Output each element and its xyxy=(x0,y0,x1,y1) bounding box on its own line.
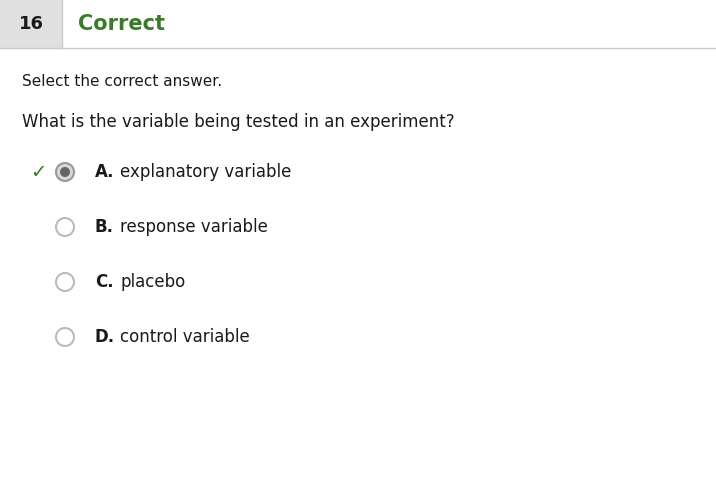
Text: placebo: placebo xyxy=(120,273,185,291)
Text: What is the variable being tested in an experiment?: What is the variable being tested in an … xyxy=(22,113,455,131)
Circle shape xyxy=(56,328,74,346)
Text: C.: C. xyxy=(95,273,114,291)
Text: control variable: control variable xyxy=(120,328,250,346)
Bar xyxy=(0,0,62,48)
Text: D.: D. xyxy=(95,328,115,346)
Text: ✓: ✓ xyxy=(30,162,47,182)
Text: A.: A. xyxy=(95,163,115,181)
Text: 16: 16 xyxy=(19,15,44,33)
Circle shape xyxy=(56,218,74,236)
Text: B.: B. xyxy=(95,218,114,236)
Text: Correct: Correct xyxy=(78,14,165,34)
Text: explanatory variable: explanatory variable xyxy=(120,163,291,181)
Text: Select the correct answer.: Select the correct answer. xyxy=(22,74,222,90)
Circle shape xyxy=(56,163,74,181)
Text: response variable: response variable xyxy=(120,218,268,236)
Bar xyxy=(62,0,716,48)
Circle shape xyxy=(60,167,70,177)
Circle shape xyxy=(56,273,74,291)
